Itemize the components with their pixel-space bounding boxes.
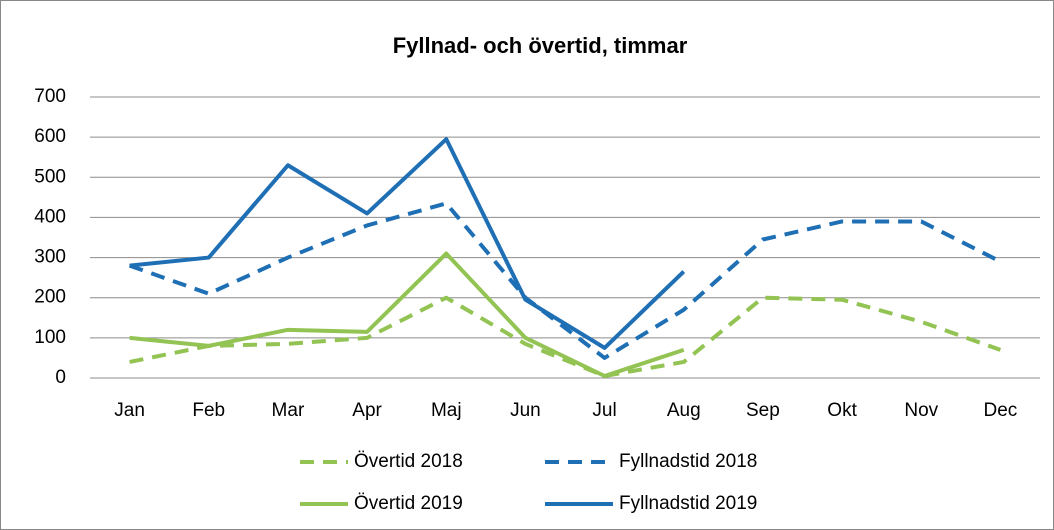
- y-tick-label: 0: [55, 367, 66, 388]
- x-tick-label: Aug: [667, 400, 701, 421]
- legend-label: Fyllnadstid 2019: [619, 493, 757, 514]
- y-tick-label: 100: [34, 327, 66, 348]
- x-tick-label: Feb: [192, 400, 225, 421]
- series-line: [129, 137, 686, 350]
- x-tick-label: Jan: [114, 400, 145, 421]
- y-tick-label: 200: [34, 287, 66, 308]
- x-tick-label: Jul: [592, 400, 616, 421]
- x-tick-label: Dec: [984, 400, 1018, 421]
- y-tick-label: 700: [34, 86, 66, 107]
- x-tick-label: Mar: [272, 400, 305, 421]
- legend-label: Övertid 2018: [354, 451, 463, 472]
- y-tick-label: 500: [34, 166, 66, 187]
- series-line: [129, 295, 1002, 378]
- chart-title: Fyllnad- och övertid, timmar: [393, 33, 688, 58]
- x-tick-label: Maj: [431, 400, 462, 421]
- legend-label: Övertid 2019: [354, 493, 463, 514]
- x-tick-label: Sep: [746, 400, 780, 421]
- legend-label: Fyllnadstid 2018: [619, 451, 757, 472]
- series-line: [129, 251, 685, 378]
- x-tick-label: Jun: [510, 400, 541, 421]
- y-tick-label: 300: [34, 247, 66, 268]
- x-tick-label: Apr: [352, 400, 382, 421]
- y-tick-label: 400: [34, 206, 66, 227]
- x-tick-label: Okt: [827, 400, 857, 421]
- y-tick-label: 600: [34, 126, 66, 147]
- series-line: [128, 201, 1002, 360]
- x-tick-label: Nov: [904, 400, 938, 421]
